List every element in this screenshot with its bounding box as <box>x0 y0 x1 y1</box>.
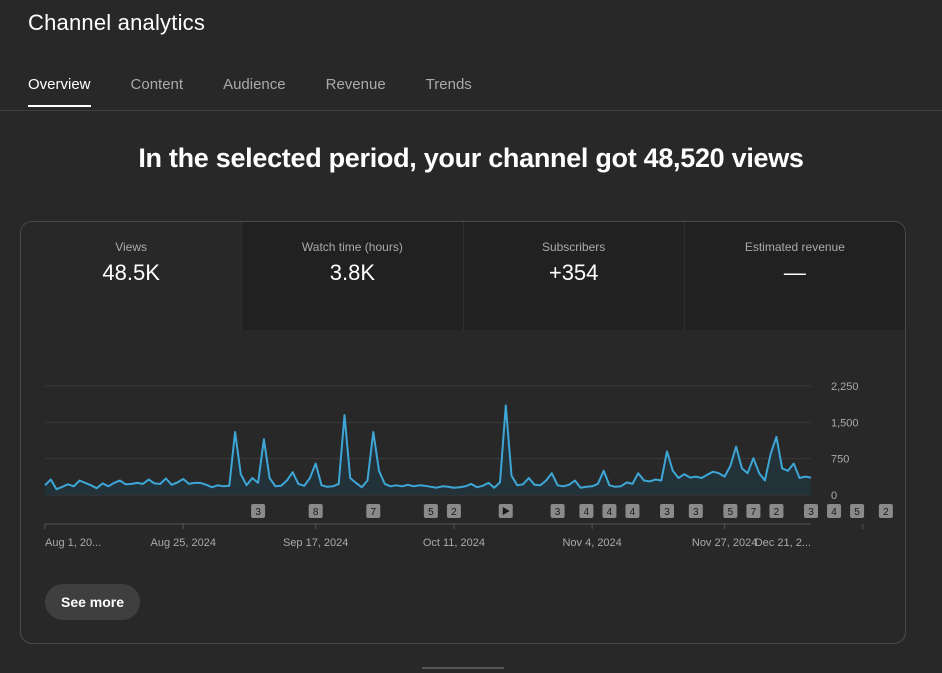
upload-count-marker[interactable] <box>688 504 703 518</box>
upload-count-label: 3 <box>808 507 814 518</box>
tab-revenue[interactable]: Revenue <box>325 76 386 93</box>
bottom-scroll-handle <box>422 667 504 669</box>
upload-count-marker[interactable] <box>723 504 738 518</box>
upload-count-label: 5 <box>428 507 434 518</box>
upload-count-label: 3 <box>555 507 561 518</box>
metric-tabs: Views 48.5K Watch time (hours) 3.8K Subs… <box>21 222 905 330</box>
upload-count-label: 7 <box>751 507 757 518</box>
metric-label: Subscribers <box>541 240 606 254</box>
y-tick-label: 0 <box>831 490 837 502</box>
metric-label: Views <box>115 240 148 254</box>
upload-count-marker[interactable] <box>579 504 594 518</box>
upload-count-marker[interactable] <box>878 504 893 518</box>
upload-count-marker[interactable] <box>660 504 675 518</box>
metric-watch-time[interactable]: Watch time (hours) 3.8K <box>241 222 463 330</box>
metric-value: 48.5K <box>102 260 160 285</box>
analytics-card: Views 48.5K Watch time (hours) 3.8K Subs… <box>20 221 906 644</box>
x-tick-label: Aug 25, 2024 <box>150 537 215 549</box>
x-tick-label: Sep 17, 2024 <box>283 537 348 549</box>
upload-count-label: 2 <box>451 507 457 518</box>
upload-count-label: 5 <box>854 507 860 518</box>
x-tick-label: Nov 4, 2024 <box>562 537 621 549</box>
upload-count-label: 4 <box>630 507 636 518</box>
tab-content[interactable]: Content <box>130 76 184 93</box>
upload-count-label: 3 <box>693 507 699 518</box>
page-title: Channel analytics <box>28 10 206 35</box>
metric-value: +354 <box>548 260 599 285</box>
see-more-button[interactable]: See more <box>45 584 141 620</box>
tab-trends[interactable]: Trends <box>425 76 472 93</box>
overview-headline: In the selected period, your channel got… <box>138 143 804 173</box>
upload-count-marker[interactable] <box>850 504 865 518</box>
upload-count-label: 4 <box>831 507 837 518</box>
y-tick-label: 750 <box>831 454 849 466</box>
views-area-fill <box>45 405 811 495</box>
y-tick-label: 2,250 <box>831 381 859 393</box>
metric-subscribers[interactable]: Subscribers +354 <box>462 222 684 330</box>
upload-count-marker[interactable] <box>550 504 565 518</box>
upload-count-label: 5 <box>728 507 734 518</box>
views-series-line[interactable] <box>44 404 812 491</box>
upload-count-marker[interactable] <box>308 504 323 518</box>
metric-value: — <box>783 260 806 285</box>
views-chart-container: 0 750 1,500 2,250 3 8 7 5 2 3 4 4 4 3 3 5 7 2 3 4 5 2 Aug 1, 2… <box>21 330 906 570</box>
upload-count-label: 4 <box>607 507 613 518</box>
tab-divider <box>0 110 942 111</box>
upload-count-label: 4 <box>584 507 590 518</box>
upload-count-label: 2 <box>883 507 889 518</box>
metric-views[interactable]: Views 48.5K <box>21 222 242 330</box>
upload-count-marker[interactable] <box>366 504 381 518</box>
upload-count-marker[interactable] <box>446 504 461 518</box>
upload-count-marker[interactable] <box>746 504 761 518</box>
tab-overview[interactable]: Overview <box>28 76 91 107</box>
upload-count-label: 8 <box>313 507 319 518</box>
upload-count-marker[interactable] <box>423 504 438 518</box>
x-tick-label: Nov 27, 2024 <box>692 537 757 549</box>
upload-count-label: 7 <box>371 507 377 518</box>
upload-count-label: 3 <box>255 507 261 518</box>
metric-estimated-revenue[interactable]: Estimated revenue — <box>683 222 905 330</box>
y-tick-label: 1,500 <box>831 417 859 429</box>
play-icon <box>502 507 510 515</box>
x-tick-label: Oct 11, 2024 <box>423 537 485 549</box>
upload-count-marker[interactable] <box>602 504 617 518</box>
metric-label: Watch time (hours) <box>301 240 403 254</box>
upload-count-marker[interactable] <box>827 504 842 518</box>
tab-audience[interactable]: Audience <box>223 76 286 93</box>
upload-count-marker[interactable] <box>769 504 784 518</box>
upload-count-marker[interactable] <box>804 504 818 518</box>
upload-count-label: 2 <box>774 507 780 518</box>
metric-value: 3.8K <box>329 260 375 285</box>
tab-bar: Overview Content Audience Revenue Trends <box>28 76 472 107</box>
upload-count-label: 3 <box>664 507 670 518</box>
x-tick-label: Dec 21, 2... <box>755 537 811 549</box>
metric-label: Estimated revenue <box>744 240 845 254</box>
views-line-chart[interactable]: 0 750 1,500 2,250 3 8 7 5 2 3 4 4 4 3 3 5 7 2 3 4 5 2 Aug 1, 2… <box>21 330 906 570</box>
upload-count-marker[interactable] <box>625 504 640 518</box>
x-tick-label: Aug 1, 20... <box>45 537 101 549</box>
upload-count-marker[interactable] <box>251 504 266 518</box>
